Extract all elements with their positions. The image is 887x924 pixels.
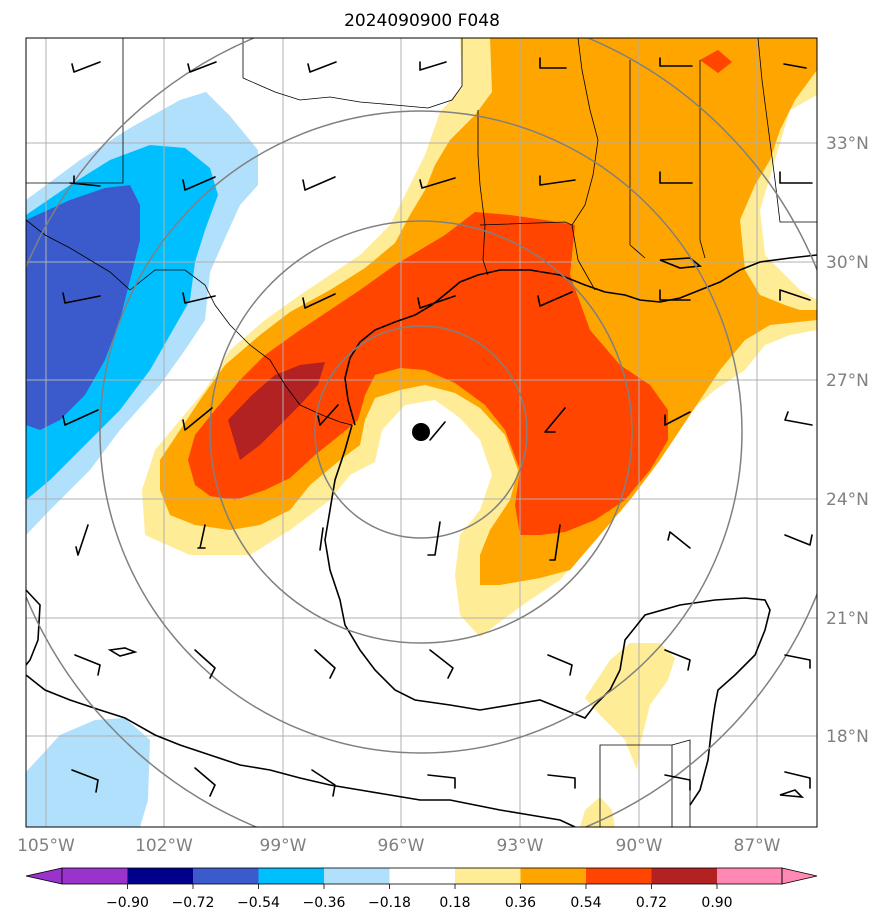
storm-center-marker [412, 423, 430, 441]
map-panel [26, 38, 817, 827]
lat-tick-label: 21°N [826, 609, 869, 629]
colorbar-tick-label: −0.72 [172, 895, 215, 911]
lon-tick-label: 99°W [260, 836, 307, 856]
range-ring-1 [314, 325, 528, 539]
colorbar-tick-label: 0.72 [636, 895, 667, 911]
colorbar-tick-label: −0.36 [303, 895, 346, 911]
colorbar-tick-label: 0.90 [701, 895, 732, 911]
colorbar-segment [455, 868, 521, 884]
colorbar-segment [651, 868, 717, 884]
colorbar-extend-low [25, 867, 63, 885]
coastline [26, 254, 817, 827]
lat-tick-label: 30°N [826, 253, 869, 273]
colorbar-segment [62, 868, 128, 884]
map-frame [25, 37, 818, 828]
lon-tick-label: 105°W [17, 836, 75, 856]
colorbar-frame [61, 867, 783, 885]
colorbar-tick-label: −0.90 [106, 895, 149, 911]
range-rings [26, 38, 817, 827]
wind-barbs [62, 57, 813, 797]
colorbar-tick-label: 0.18 [439, 895, 470, 911]
lat-tick-label: 27°N [826, 371, 869, 391]
colorbar-segment [389, 868, 455, 884]
colorbar-tick-label: −0.18 [368, 895, 411, 911]
colorbar-tick-label: −0.54 [237, 895, 280, 911]
state-borders [26, 38, 817, 827]
colorbar-tick-label: 0.54 [570, 895, 601, 911]
colorbar-segment [324, 868, 390, 884]
range-ring-2 [209, 220, 633, 644]
colorbar-segment [717, 868, 782, 884]
colorbar-segment [258, 868, 324, 884]
contour-neg-072 [26, 185, 140, 430]
gridlines [26, 38, 817, 827]
colorbar-ticks [127, 884, 718, 889]
contour-pos-072 [228, 362, 325, 460]
colorbar-segment [586, 868, 652, 884]
colorbar-tick-label: 0.36 [505, 895, 536, 911]
lon-tick-label: 90°W [616, 836, 663, 856]
colorbar-extend-high [781, 867, 818, 885]
lon-tick-label: 93°W [497, 836, 544, 856]
colorbar-segment [520, 868, 586, 884]
lon-tick-label: 87°W [734, 836, 781, 856]
map-title: 2024090900 F048 [344, 11, 500, 31]
lon-tick-label: 102°W [135, 836, 193, 856]
lat-tick-label: 18°N [826, 727, 869, 747]
lon-tick-label: 96°W [378, 836, 425, 856]
colorbar: −0.90 −0.72 −0.54 −0.36 −0.18 0.18 0.36 … [25, 867, 818, 911]
lat-tick-label: 24°N [826, 490, 869, 510]
contour-pos-054 [188, 50, 732, 535]
lat-tick-label: 33°N [826, 134, 869, 154]
range-ring-3 [99, 110, 743, 754]
colorbar-segment [127, 868, 193, 884]
colorbar-segment [193, 868, 259, 884]
lon-axis: 105°W 102°W 99°W 96°W 93°W 90°W 87°W [17, 836, 781, 856]
lat-axis: 33°N 30°N 27°N 24°N 21°N 18°N [826, 134, 869, 747]
